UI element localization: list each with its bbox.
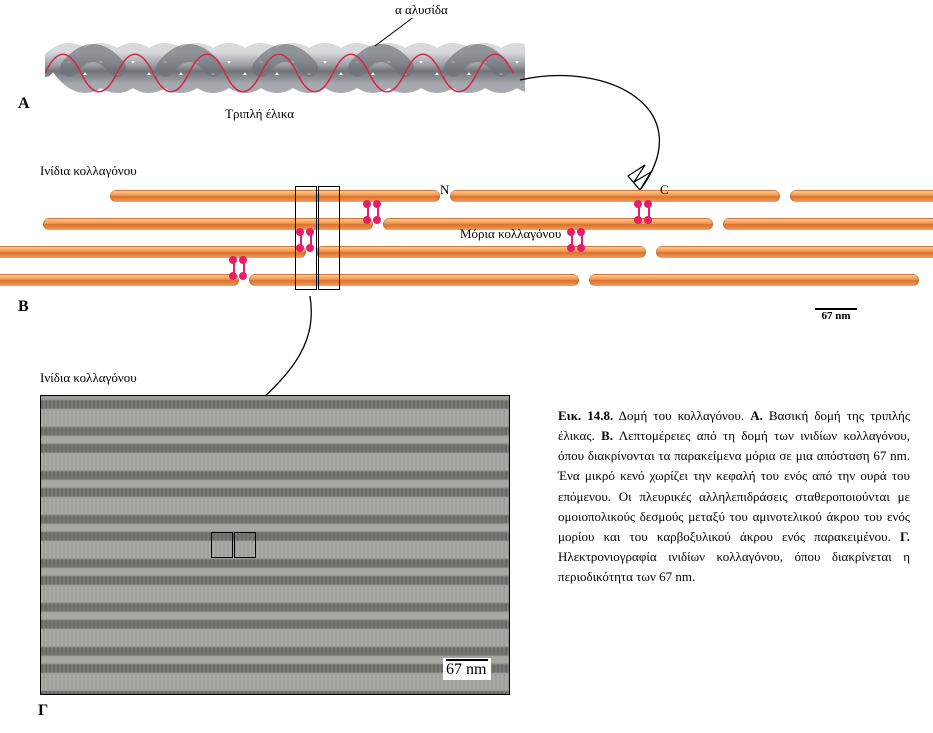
fibril-row [40,620,510,656]
alpha-chain-label: α αλυσίδα [395,2,448,18]
collagen-molecule [450,190,780,202]
panel-b-scale-bar: 67 nm [815,308,857,322]
collagen-molecule [589,274,919,286]
crosslink [634,200,658,222]
triple-helix-svg [45,18,525,118]
panel-c-micrograph: 67 nm [40,395,510,695]
panel-b-title: Ινίδια κολλαγόνου [40,163,137,179]
fibril-row [40,532,510,568]
collagen-molecule [656,246,933,258]
fibril-row [40,400,510,436]
collagen-molecule [790,190,933,202]
fibril-row [40,576,510,612]
fibril-row [40,488,510,524]
molecules-label: Μόρια κολλαγόνου [460,226,561,242]
panel-c-scale-text: 67 nm [446,661,486,678]
panel-b-label: Β [18,298,29,316]
collagen-molecule [0,246,306,258]
c-terminus-label: C [660,182,669,198]
collagen-molecule [316,246,646,258]
fibril-row [40,444,510,480]
panel-c-scale-bar: 67 nm [443,658,491,680]
panel-a-label: Α [18,95,30,113]
panel-c-label: Γ [38,702,48,720]
triple-helix-label: Τριπλή έλικα [225,106,294,122]
figure-caption-text: Δομή του κολλαγόνου. Α. Βασική δομή της … [558,408,910,584]
collagen-molecule [0,274,239,286]
collagen-molecule [110,190,440,202]
figure-caption: Εικ. 14.8. Δομή του κολλαγόνου. Α. Βασικ… [558,406,910,587]
highlight-box [295,186,317,290]
panel-a-triple-helix [45,18,525,108]
panel-c-title: Ινίδια κολλαγόνου [40,370,137,386]
crosslink [229,256,253,278]
n-terminus-label: N [440,182,449,198]
highlight-box [234,532,256,558]
highlight-box [318,186,340,290]
panel-b-scale-text: 67 nm [821,310,850,322]
collagen-molecule [723,218,933,230]
crosslink [567,228,591,250]
crosslink [363,200,387,222]
highlight-box [211,532,233,558]
fibril-row [40,664,510,695]
figure-number: Εικ. 14.8. [558,408,613,423]
